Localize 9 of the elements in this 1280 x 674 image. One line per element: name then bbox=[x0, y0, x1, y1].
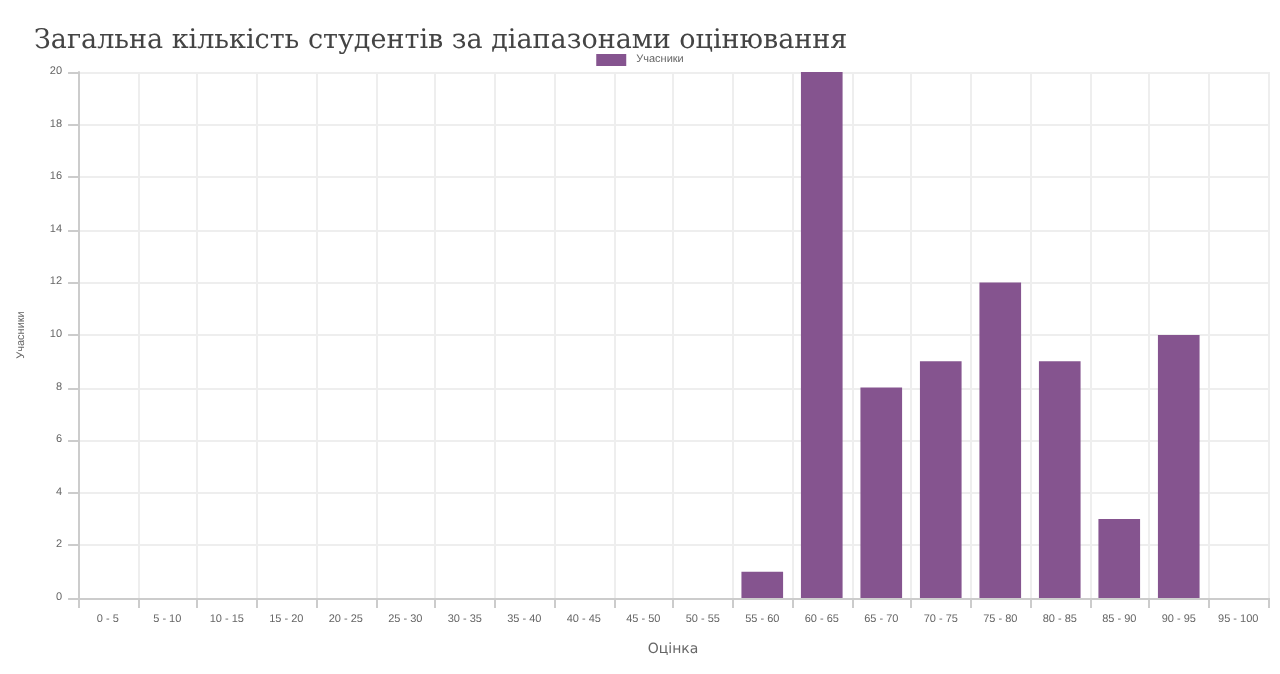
bar bbox=[979, 282, 1022, 598]
chart-title: Загальна кількість студентів за діапазонами оцінювання bbox=[34, 24, 848, 56]
bar bbox=[860, 387, 903, 598]
bar bbox=[1157, 335, 1200, 598]
bar bbox=[800, 72, 843, 598]
bar bbox=[741, 571, 784, 598]
bar bbox=[1098, 519, 1141, 598]
bar bbox=[919, 361, 962, 598]
bar bbox=[1038, 361, 1081, 598]
